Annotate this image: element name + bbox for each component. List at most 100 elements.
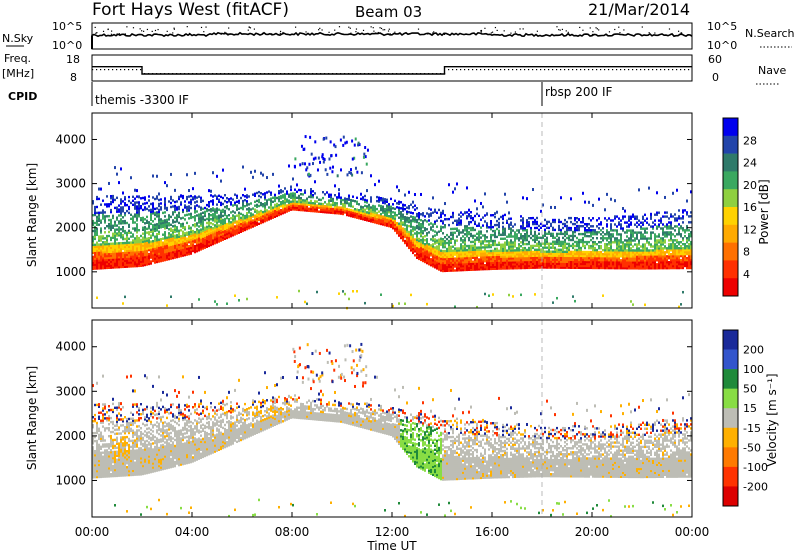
echo-cell — [256, 192, 258, 194]
echo-cell — [326, 191, 328, 193]
echo-cell — [216, 207, 218, 209]
echo-cell — [490, 220, 492, 222]
echo-cell — [414, 209, 416, 211]
echo-cell — [432, 243, 434, 245]
echo-cell — [202, 200, 204, 202]
echo-cell — [618, 239, 620, 241]
nsky-point — [116, 34, 117, 35]
echo-cell — [264, 192, 266, 194]
echo-cell — [152, 196, 154, 198]
echo-cell — [96, 206, 98, 208]
echo-speckle — [344, 293, 346, 296]
echo-cell — [546, 251, 548, 253]
nave-point — [376, 73, 377, 74]
echo-cell — [146, 216, 148, 218]
nsky-trace — [92, 26, 692, 49]
echo-cell — [178, 222, 180, 224]
echo-cell — [266, 199, 268, 201]
echo-cell — [614, 249, 616, 251]
echo-cell — [170, 216, 172, 218]
echo-cell — [594, 241, 596, 243]
echo-speckle — [534, 293, 536, 296]
echo-cell — [130, 214, 132, 216]
echo-cell — [188, 213, 190, 215]
echo-cell — [122, 200, 124, 202]
echo-cell — [278, 196, 280, 198]
nave-point — [156, 73, 157, 74]
echo-scatter — [496, 211, 498, 214]
echo-speckle — [166, 304, 168, 307]
echo-cell — [456, 239, 458, 241]
echo-cell — [632, 229, 634, 231]
nsky-point — [585, 34, 586, 35]
nsky-point — [271, 33, 272, 34]
echo-cell — [330, 204, 332, 206]
echo-cell — [614, 223, 616, 225]
nave-point — [592, 69, 593, 70]
nave-point — [328, 73, 329, 74]
echo-cell — [376, 196, 378, 198]
echo-cell — [232, 198, 234, 200]
nsky-point — [379, 27, 380, 28]
echo-cell — [586, 251, 588, 253]
nave-point — [452, 69, 453, 70]
nsky-point — [174, 29, 175, 30]
nave-point — [200, 73, 201, 74]
echo-cell — [322, 197, 324, 199]
echo-cell — [446, 218, 448, 220]
echo-cell — [576, 221, 578, 223]
echo-cell — [470, 233, 472, 235]
echo-cell — [210, 208, 212, 210]
echo-cell — [458, 218, 460, 220]
echo-cell — [414, 254, 416, 256]
echo-cell — [318, 211, 320, 213]
echo-cell — [592, 229, 594, 231]
echo-cell — [176, 200, 178, 202]
nave-point — [608, 69, 609, 70]
echo-cell — [212, 223, 214, 225]
echo-cell — [622, 227, 624, 229]
nsky-point — [556, 26, 557, 27]
nsky-point — [389, 29, 390, 30]
echo-cell — [482, 250, 484, 252]
echo-cell — [404, 208, 406, 210]
echo-cell — [486, 240, 488, 242]
echo-cell — [444, 240, 446, 242]
echo-cell — [456, 247, 458, 249]
echo-cell — [124, 242, 126, 244]
echo-cell — [434, 238, 436, 240]
echo-cell — [384, 208, 386, 210]
nave-point — [272, 73, 273, 74]
echo-cell — [522, 235, 524, 237]
echo-cell — [480, 219, 482, 221]
nsky-point — [515, 31, 516, 32]
nave-point — [216, 73, 217, 74]
echo-cell — [396, 202, 398, 204]
echo-cell — [426, 232, 428, 234]
echo-cell — [472, 235, 474, 237]
echo-cell — [480, 226, 482, 228]
echo-cell — [424, 219, 426, 221]
echo-cell — [610, 223, 612, 225]
echo-cell — [118, 204, 120, 206]
nave-tick-top: 60 — [708, 53, 722, 66]
echo-cell — [280, 209, 282, 211]
echo-cell — [164, 211, 166, 213]
echo-cell — [108, 223, 110, 225]
nave-point — [552, 69, 553, 70]
echo-cell — [588, 235, 590, 237]
echo-cell — [574, 235, 576, 237]
echo-cell — [502, 244, 504, 246]
echo-cell — [254, 193, 256, 195]
echo-cell — [222, 209, 224, 211]
nsky-point — [248, 30, 249, 31]
echo-cell — [354, 208, 356, 210]
echo-cell — [564, 231, 566, 233]
nsky-point — [140, 28, 141, 29]
echo-cell — [390, 198, 392, 200]
echo-cell — [552, 251, 554, 253]
echo-cell — [606, 223, 608, 225]
echo-cell — [606, 229, 608, 231]
echo-cell — [440, 238, 442, 240]
